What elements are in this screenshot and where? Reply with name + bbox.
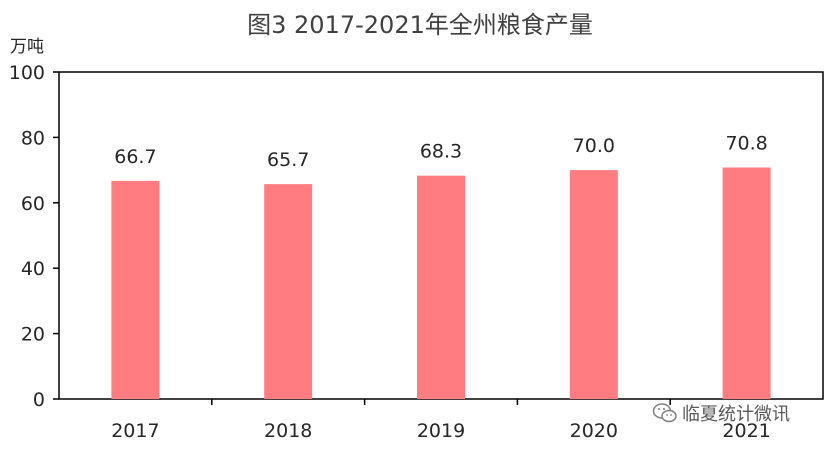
y-tick-label: 40 — [21, 258, 45, 280]
x-tick-label-2018: 2018 — [264, 420, 312, 442]
bar-2021 — [722, 167, 771, 399]
bar-2017 — [111, 180, 160, 399]
watermark: 临夏统计微讯 — [652, 401, 790, 425]
data-label-2019: 68.3 — [420, 141, 462, 163]
bar-2018 — [264, 184, 313, 399]
data-label-2021: 70.8 — [725, 132, 767, 154]
x-tick-label-2021: 2021 — [722, 420, 770, 442]
y-tick-label: 60 — [21, 193, 45, 215]
y-axis-unit: 万吨 — [10, 37, 44, 57]
bar-2020 — [569, 170, 618, 399]
y-axis-ticks: 0 20 40 60 80 100 — [9, 62, 59, 411]
x-tick-label-2017: 2017 — [111, 420, 159, 442]
x-axis-ticks: 2017 2018 2019 2020 2021 — [111, 399, 771, 442]
bar-2019 — [417, 175, 465, 399]
bars — [111, 167, 771, 399]
watermark-text: 临夏统计微讯 — [682, 404, 790, 425]
wechat-icon — [652, 403, 677, 423]
data-label-2017: 66.7 — [114, 146, 156, 168]
y-tick-label: 20 — [21, 324, 45, 346]
y-tick-label: 100 — [9, 62, 45, 84]
y-tick-label: 0 — [33, 389, 45, 411]
y-tick-label: 80 — [21, 127, 45, 149]
data-label-2020: 70.0 — [573, 135, 615, 157]
data-labels: 66.7 65.7 68.3 70.0 70.8 — [114, 132, 768, 171]
chart-title: 图3 2017-2021年全州粮食产量 — [247, 11, 593, 39]
x-tick-label-2019: 2019 — [417, 420, 465, 442]
data-label-2018: 65.7 — [267, 149, 309, 171]
x-tick-label-2020: 2020 — [570, 420, 618, 442]
